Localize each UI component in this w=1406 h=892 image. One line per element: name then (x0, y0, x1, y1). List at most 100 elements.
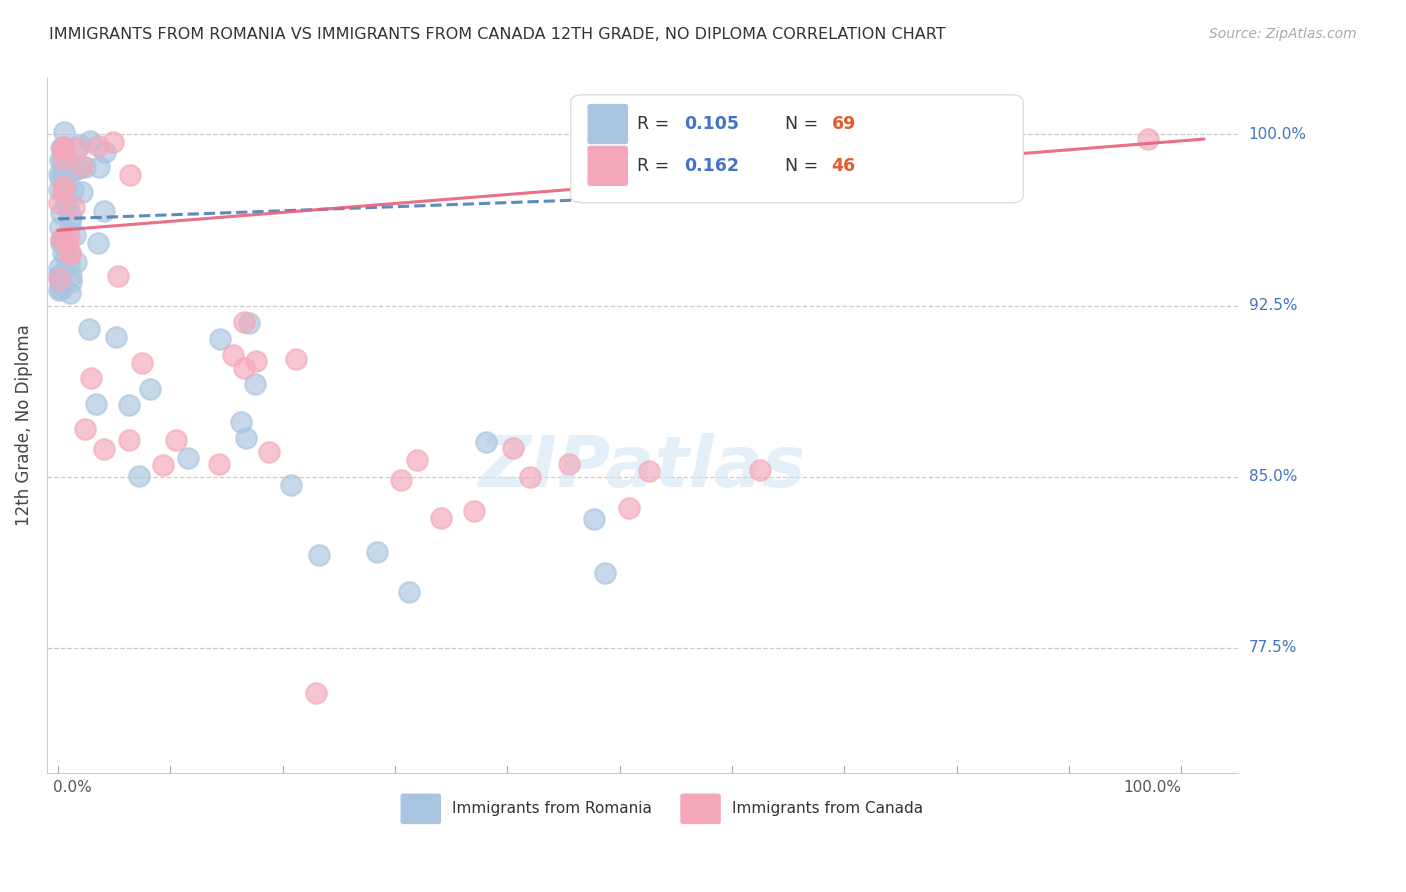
Point (558, 457, 581, 471)
Point (238, 317, 260, 331)
Point (1136, 132, 1159, 146)
Text: 0.0%: 0.0% (52, 780, 91, 795)
Point (55, 231, 77, 245)
Point (55, 194, 77, 209)
Point (58, 256, 80, 270)
FancyBboxPatch shape (401, 794, 441, 824)
Text: 100.0%: 100.0% (1249, 127, 1306, 142)
Point (305, 686, 328, 700)
Point (52, 141, 75, 155)
Point (93, 203, 115, 218)
Point (70, 185, 93, 199)
Point (63, 200, 86, 214)
Text: N =: N = (785, 157, 824, 175)
Point (48, 219, 70, 234)
Point (475, 434, 498, 449)
Point (107, 268, 129, 283)
Point (59, 269, 82, 284)
Text: R =: R = (637, 115, 675, 133)
Point (59, 275, 82, 289)
Point (52, 140, 75, 154)
Point (519, 469, 541, 483)
Point (502, 442, 524, 456)
Point (139, 382, 162, 396)
FancyBboxPatch shape (571, 95, 1024, 202)
Point (48, 168, 70, 182)
Point (406, 453, 429, 467)
Text: N =: N = (785, 115, 824, 133)
Point (69, 138, 91, 153)
Point (389, 474, 412, 488)
Text: 0.162: 0.162 (683, 157, 740, 175)
Point (49, 277, 72, 291)
Point (75, 161, 97, 175)
FancyBboxPatch shape (588, 103, 628, 145)
Point (48, 283, 70, 297)
Text: 100.0%: 100.0% (1123, 780, 1181, 795)
Point (48, 183, 70, 197)
Point (62, 163, 84, 178)
Point (59, 210, 82, 224)
Text: 92.5%: 92.5% (1249, 298, 1298, 313)
Point (59, 217, 82, 231)
Point (53, 162, 76, 177)
Point (56, 239, 79, 253)
Point (593, 566, 616, 580)
FancyBboxPatch shape (588, 145, 628, 186)
Point (222, 348, 245, 362)
Point (165, 433, 187, 447)
Point (55, 250, 77, 264)
Point (104, 330, 127, 344)
Point (429, 511, 451, 525)
Point (55, 182, 77, 196)
Point (232, 315, 254, 329)
FancyBboxPatch shape (681, 794, 721, 824)
Point (280, 478, 302, 492)
Point (94, 145, 117, 160)
Text: ZIPatlas: ZIPatlas (478, 433, 806, 501)
Text: 0.105: 0.105 (683, 115, 740, 133)
Point (398, 584, 420, 599)
Point (59, 247, 82, 261)
Point (128, 468, 150, 483)
Point (87, 139, 110, 153)
Text: R =: R = (637, 157, 675, 175)
Point (49, 231, 72, 245)
Point (52, 144, 75, 158)
Point (77, 322, 100, 336)
Point (52, 183, 75, 197)
Point (62, 183, 84, 197)
Point (748, 463, 770, 477)
Point (48, 260, 70, 275)
Point (80, 370, 103, 384)
Point (49, 171, 72, 186)
Point (103, 136, 125, 150)
Point (58, 230, 80, 244)
Point (52, 140, 75, 154)
Point (49, 153, 72, 168)
Point (118, 398, 141, 412)
Point (72, 159, 94, 173)
Text: Immigrants from Canada: Immigrants from Canada (731, 801, 922, 815)
Point (177, 450, 200, 465)
Point (56, 167, 79, 181)
Y-axis label: 12th Grade, No Diploma: 12th Grade, No Diploma (15, 325, 32, 526)
Point (59, 286, 82, 301)
Point (48, 196, 70, 211)
Point (52, 153, 75, 167)
Point (152, 458, 174, 472)
Point (52, 246, 75, 260)
Point (49, 282, 72, 296)
Point (231, 415, 253, 429)
Point (93, 442, 115, 456)
Point (48, 272, 70, 286)
Point (308, 548, 330, 562)
Point (86, 397, 108, 411)
Point (73, 423, 96, 437)
Point (49, 236, 72, 251)
Point (582, 512, 605, 526)
Point (87, 161, 110, 175)
Point (617, 501, 640, 516)
Text: Immigrants from Romania: Immigrants from Romania (451, 801, 651, 815)
Point (79, 135, 101, 149)
